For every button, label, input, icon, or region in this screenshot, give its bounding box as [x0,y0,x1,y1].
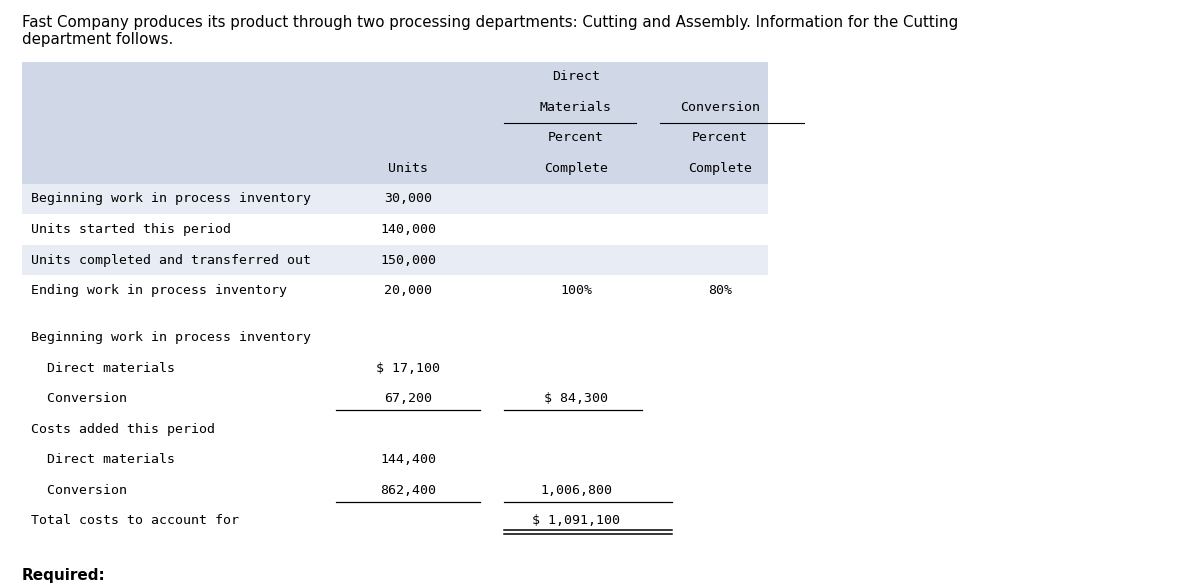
Text: Total costs to account for: Total costs to account for [31,514,239,527]
Text: 100%: 100% [560,284,592,297]
Bar [22,62,768,184]
Text: $ 17,100: $ 17,100 [376,362,440,375]
Text: Direct: Direct [552,70,600,83]
Text: Units: Units [388,162,428,175]
Text: Conversion: Conversion [31,392,127,405]
Text: 1,006,800: 1,006,800 [540,484,612,497]
Text: Direct materials: Direct materials [31,362,175,375]
Bar [22,245,768,275]
Text: Complete: Complete [544,162,608,175]
Text: 80%: 80% [708,284,732,297]
Bar [22,275,768,306]
Bar [22,184,768,214]
Text: Required:: Required: [22,568,106,583]
Text: 30,000: 30,000 [384,193,432,205]
Text: $ 84,300: $ 84,300 [544,392,608,405]
Text: department follows.: department follows. [22,32,173,48]
Text: Costs added this period: Costs added this period [31,423,215,436]
Text: 140,000: 140,000 [380,223,436,236]
Text: $ 1,091,100: $ 1,091,100 [532,514,620,527]
Text: Direct materials: Direct materials [31,453,175,466]
Text: Beginning work in process inventory: Beginning work in process inventory [31,331,311,344]
Text: 20,000: 20,000 [384,284,432,297]
Text: Units completed and transferred out: Units completed and transferred out [31,254,311,266]
Text: Complete: Complete [688,162,752,175]
Text: 862,400: 862,400 [380,484,436,497]
Bar [22,214,768,245]
Text: Materials: Materials [540,101,612,114]
Text: 144,400: 144,400 [380,453,436,466]
Text: Units started this period: Units started this period [31,223,232,236]
Text: Percent: Percent [692,131,748,144]
Text: Beginning work in process inventory: Beginning work in process inventory [31,193,311,205]
Text: Percent: Percent [548,131,604,144]
Text: 150,000: 150,000 [380,254,436,266]
Text: Conversion: Conversion [680,101,760,114]
Text: Fast Company produces its product through two processing departments: Cutting an: Fast Company produces its product throug… [22,15,958,30]
Text: Ending work in process inventory: Ending work in process inventory [31,284,287,297]
Text: 67,200: 67,200 [384,392,432,405]
Text: Conversion: Conversion [31,484,127,497]
